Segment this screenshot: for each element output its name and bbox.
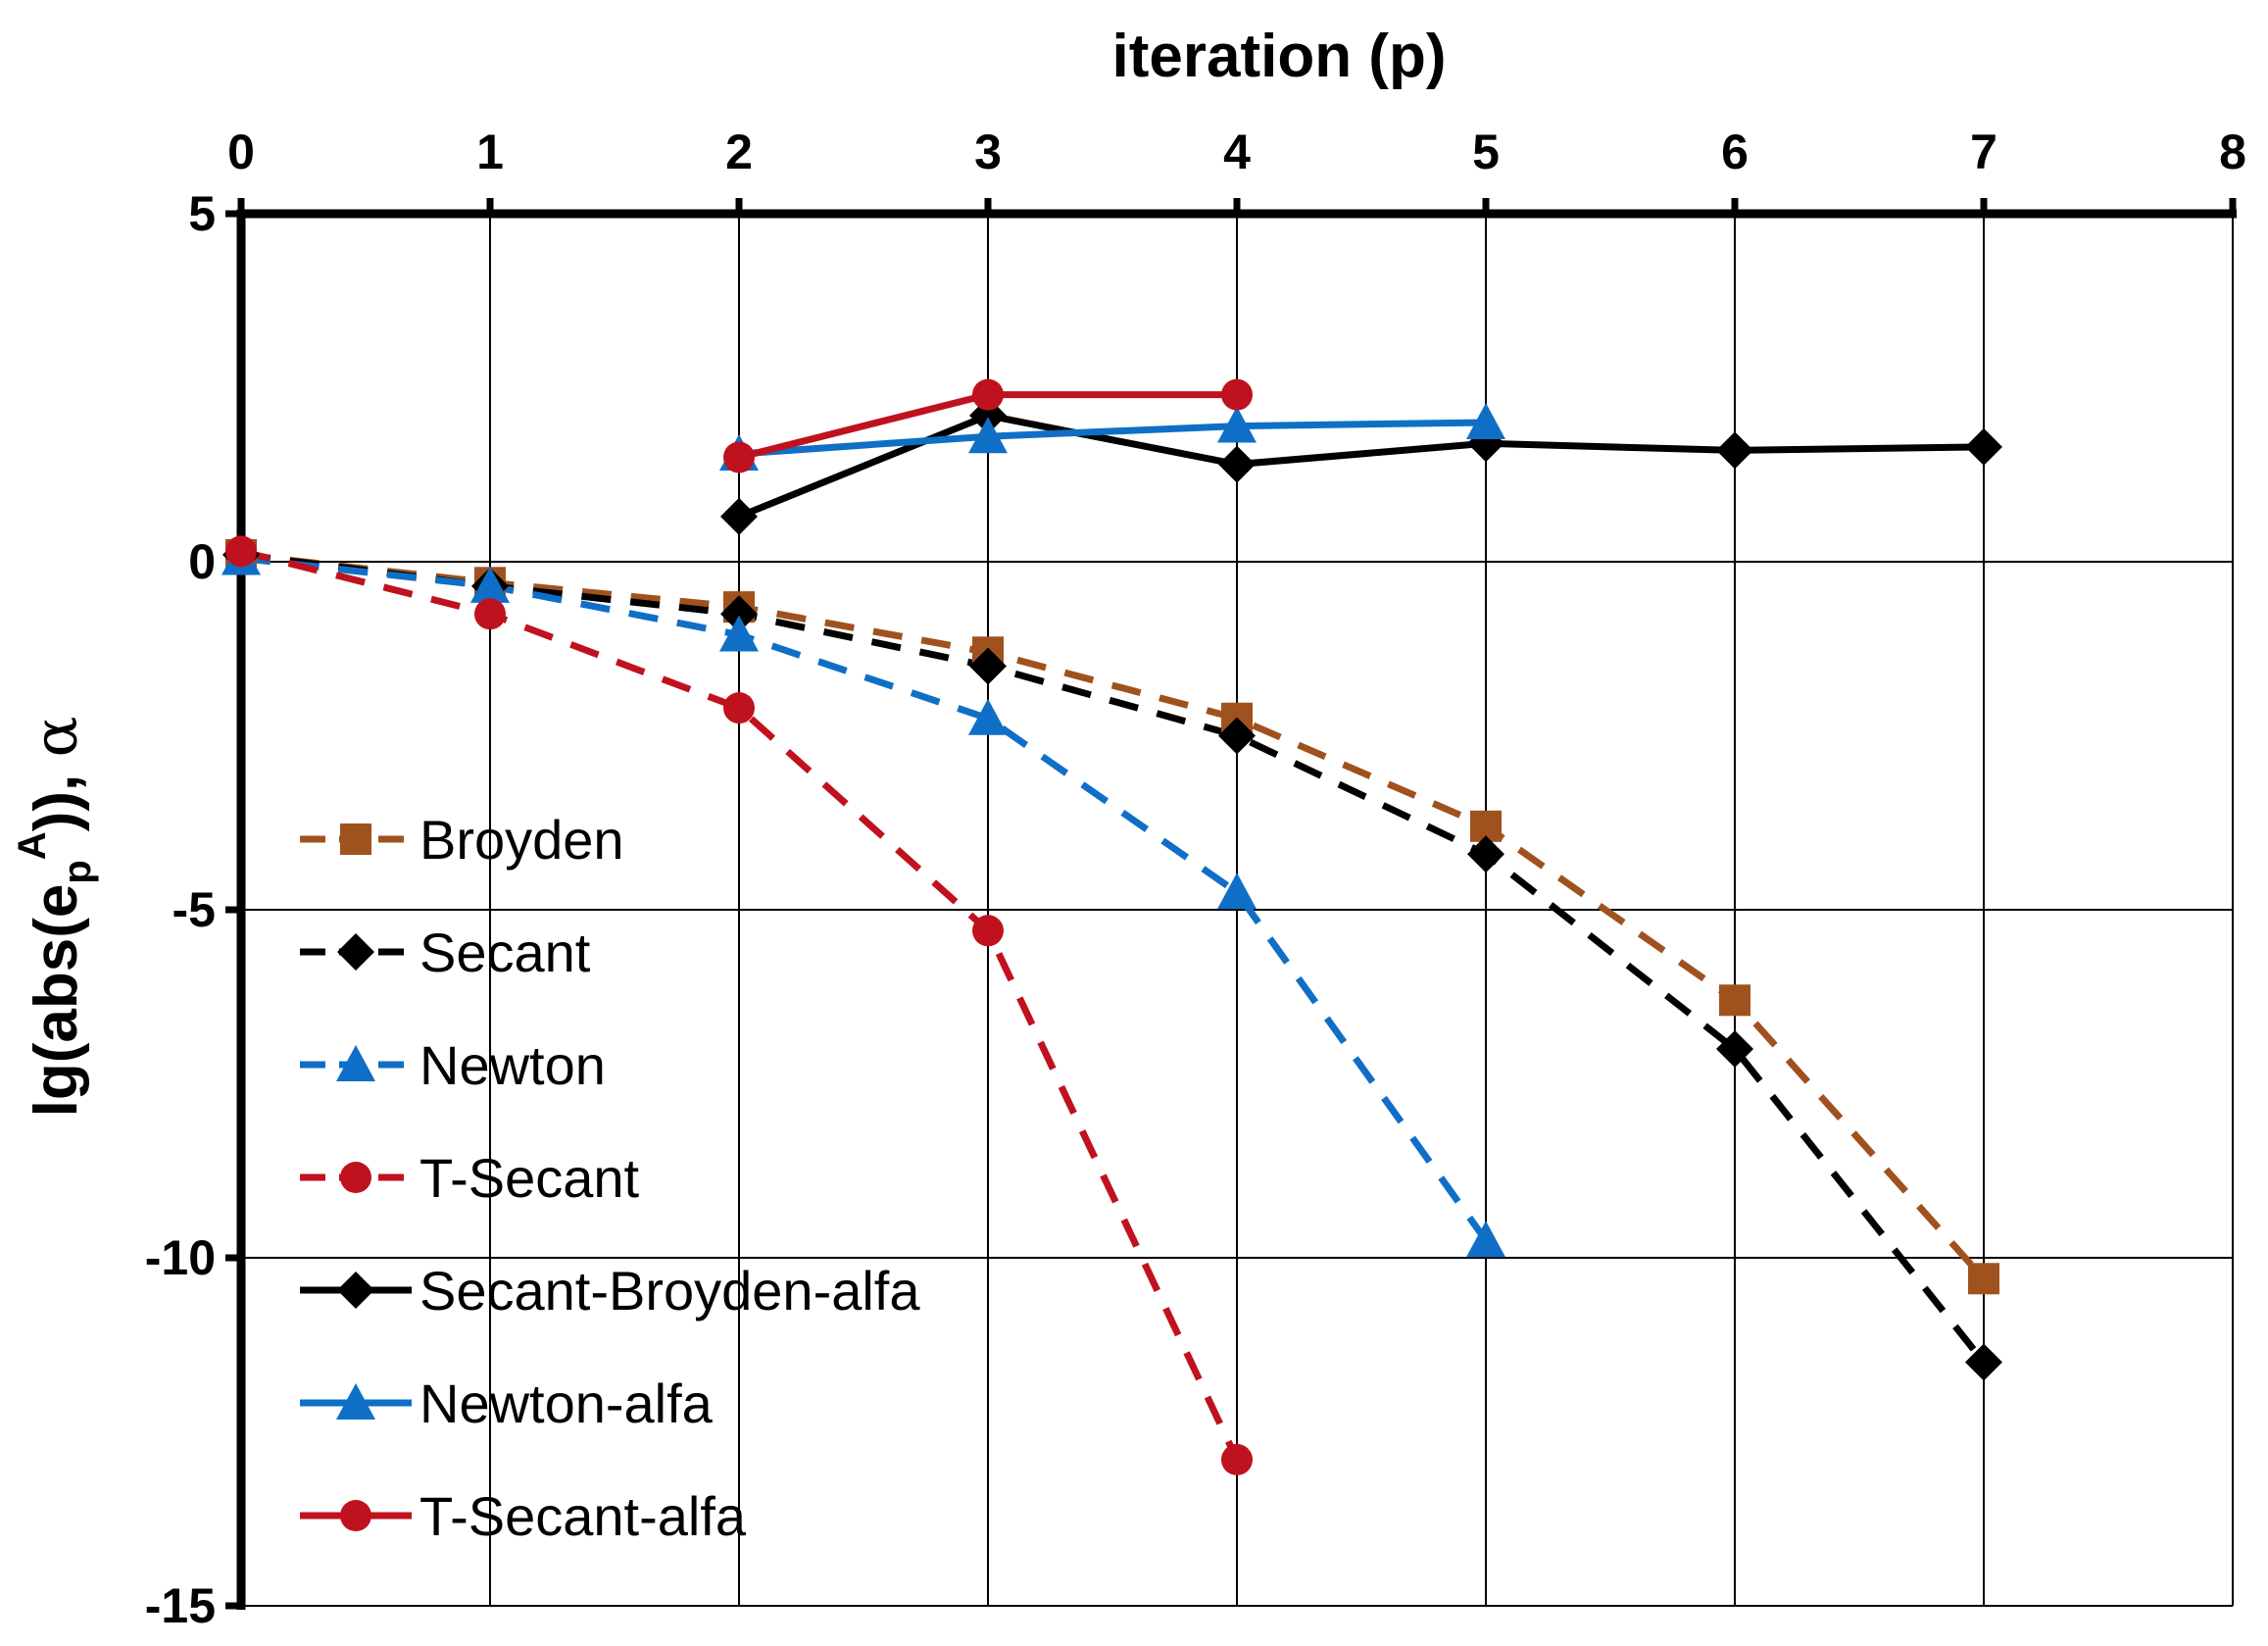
series-line-secant <box>240 551 1987 1365</box>
data-point-broyden-6 <box>1719 984 1750 1017</box>
legend-entry-t-secant-alfa: T-Secant-alfa <box>300 1485 747 1547</box>
data-point-secant-broyden-alfa-0 <box>720 497 758 535</box>
data-point-t-secant-alfa-1 <box>972 378 1004 411</box>
x-tick-label-1: 1 <box>476 125 504 179</box>
x-tick-label-7: 7 <box>1970 125 1997 179</box>
data-point-secant-broyden-alfa-2 <box>1218 445 1256 483</box>
legend-label-newton-alfa: Newton-alfa <box>419 1372 714 1434</box>
y-tick-label--5: -5 <box>173 882 216 937</box>
x-tick-label-8: 8 <box>2219 125 2246 179</box>
data-point-secant-broyden-alfa-5 <box>1965 427 2002 466</box>
legend-label-broyden: Broyden <box>419 809 624 871</box>
y-tick-label--10: -10 <box>145 1230 216 1285</box>
legend-swatch-marker-secant <box>337 933 374 971</box>
data-point-t-secant-0 <box>225 535 257 568</box>
data-point-secant-6 <box>1716 1030 1753 1068</box>
legend-label-t-secant: T-Secant <box>419 1147 640 1209</box>
data-point-secant-2 <box>720 595 758 633</box>
series-line-broyden <box>240 551 1987 1281</box>
series-line-secant-broyden-alfa <box>737 412 1985 521</box>
legend-swatch-marker-newton-alfa <box>336 1383 375 1420</box>
data-point-t-secant-3 <box>972 915 1004 947</box>
data-point-secant-3 <box>969 647 1007 685</box>
legend-entry-secant-broyden-alfa: Secant-Broyden-alfa <box>300 1260 920 1322</box>
legend-swatch-marker-broyden <box>340 823 371 855</box>
data-point-broyden-7 <box>1968 1263 1999 1295</box>
data-point-newton-alfa-2 <box>1217 406 1257 443</box>
x-axis-title: iteration (p) <box>1112 23 1447 90</box>
data-point-t-secant-1 <box>474 598 506 630</box>
legend-entry-secant: Secant <box>300 922 591 983</box>
y-axis-title-superscript: A <box>11 831 54 860</box>
data-point-t-secant-4 <box>1221 1443 1253 1475</box>
data-point-newton-alfa-3 <box>1466 403 1505 439</box>
y-axis-title-greek: α <box>20 717 91 758</box>
legend-entry-newton-alfa: Newton-alfa <box>300 1372 714 1434</box>
data-point-newton-1 <box>470 566 510 603</box>
data-point-secant-broyden-alfa-4 <box>1716 431 1753 470</box>
legend-label-newton: Newton <box>419 1034 606 1096</box>
legend: Broyden Secant Newton T-Secant Secant-Broyde… <box>300 809 920 1547</box>
data-point-newton-4 <box>1217 873 1257 910</box>
axes <box>225 198 2237 1610</box>
legend-swatch-marker-secant-broyden-alfa <box>337 1272 374 1309</box>
x-tick-label-3: 3 <box>974 125 1002 179</box>
y-axis-title-subscript: p <box>56 860 99 883</box>
data-point-newton-5 <box>1466 1221 1505 1258</box>
series-markers <box>222 378 2002 1475</box>
x-tick-label-0: 0 <box>227 125 255 179</box>
data-point-secant-5 <box>1467 835 1504 873</box>
data-point-newton-alfa-1 <box>968 417 1008 454</box>
y-axis-title-prefix: lg(abs(e <box>23 884 90 1118</box>
y-tick-label--15: -15 <box>145 1578 216 1633</box>
y-axis-title: lg(abs(epA)), α <box>11 717 99 1118</box>
legend-label-secant: Secant <box>419 922 591 983</box>
series-line-t-secant <box>240 547 1241 1462</box>
data-point-t-secant-alfa-0 <box>723 441 755 474</box>
legend-swatch-marker-t-secant <box>340 1162 371 1193</box>
data-point-t-secant-2 <box>723 692 755 724</box>
y-tick-label-0: 0 <box>188 534 216 589</box>
y-axis-title-suffix: )), <box>23 758 90 832</box>
data-point-newton-2 <box>719 615 759 652</box>
legend-swatch-marker-t-secant-alfa <box>340 1500 371 1531</box>
legend-swatch-marker-newton <box>336 1045 375 1081</box>
data-point-t-secant-alfa-2 <box>1221 378 1253 411</box>
y-tick-label-5: 5 <box>188 186 216 241</box>
data-point-newton-3 <box>968 698 1008 735</box>
legend-label-t-secant-alfa: T-Secant-alfa <box>419 1485 747 1547</box>
data-point-secant-7 <box>1965 1343 2002 1381</box>
legend-entry-newton: Newton <box>300 1034 606 1096</box>
x-tick-label-5: 5 <box>1472 125 1500 179</box>
data-point-secant-4 <box>1218 717 1256 755</box>
series-line-newton <box>240 554 1489 1243</box>
series-line-newton-alfa <box>738 419 1487 458</box>
x-tick-label-2: 2 <box>725 125 753 179</box>
series-lines <box>240 391 1987 1462</box>
legend-entry-t-secant: T-Secant <box>300 1147 640 1209</box>
tick-labels: 0 1 2 3 4 5 6 7 850-5-10-15 <box>145 125 2246 1633</box>
legend-entry-broyden: Broyden <box>300 809 624 871</box>
legend-label-secant-broyden-alfa: Secant-Broyden-alfa <box>419 1260 920 1322</box>
x-tick-label-4: 4 <box>1223 125 1251 179</box>
x-tick-label-6: 6 <box>1721 125 1749 179</box>
